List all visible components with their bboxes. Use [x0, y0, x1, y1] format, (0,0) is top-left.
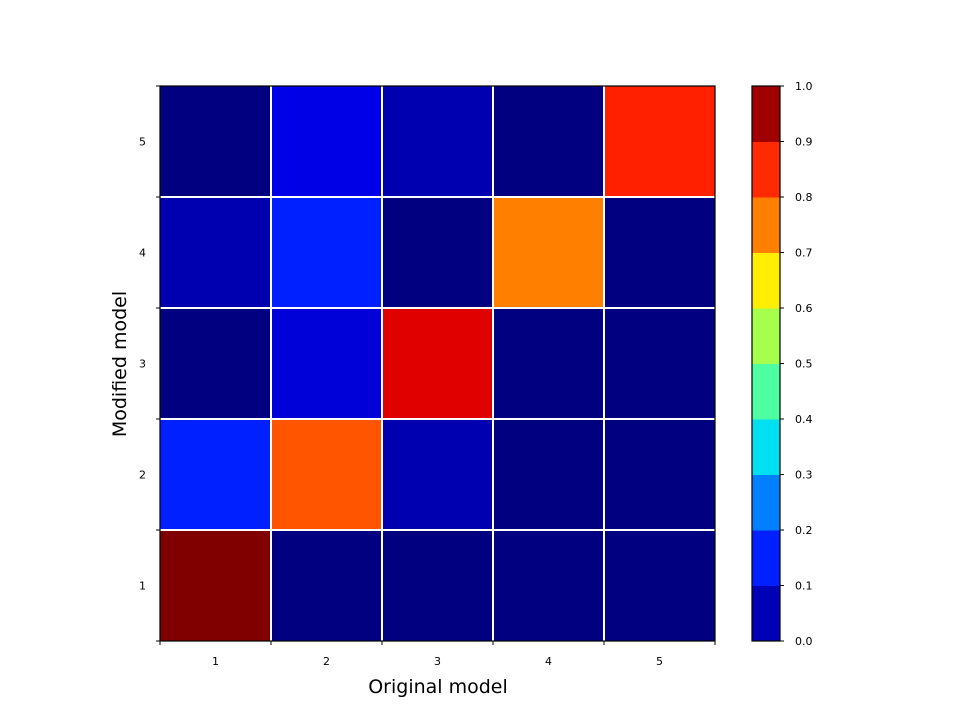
heatmap-cell-r1-c3 — [382, 530, 494, 642]
heatmap-cell-r2-c1 — [160, 419, 272, 531]
colorbar-tick-label: 0.6 — [795, 302, 813, 315]
heatmap-cell-r5-c5 — [604, 86, 716, 198]
heatmap-cell-r3-c4 — [493, 308, 605, 420]
colorbar-tick-label: 0.5 — [795, 358, 813, 371]
x-tick-label: 2 — [323, 655, 330, 668]
heatmap-cell-r2-c5 — [604, 419, 716, 531]
y-axis-label: Modified model — [109, 291, 131, 437]
colorbar-segment — [752, 419, 780, 475]
x-tick-label: 1 — [212, 655, 219, 668]
heatmap-cell-r4-c4 — [493, 197, 605, 309]
heatmap-cell-r3-c5 — [604, 308, 716, 420]
heatmap-cell-r2-c4 — [493, 419, 605, 531]
colorbar-tick-label: 1.0 — [795, 80, 813, 93]
heatmap-cell-r3-c3 — [382, 308, 494, 420]
x-axis-ticks: 1 2 3 4 5 — [159, 641, 716, 668]
heatmap-cell-r1-c2 — [271, 530, 383, 642]
heatmap-cell-r1-c4 — [493, 530, 605, 642]
colorbar-segment — [752, 585, 780, 642]
colorbar-tick-label: 0.7 — [795, 247, 813, 260]
colorbar-segment — [752, 474, 780, 531]
heatmap-cells — [160, 86, 716, 642]
y-axis-ticks: 1 2 3 4 5 — [139, 85, 160, 642]
plot-frame — [159, 85, 716, 642]
colorbar-tick-label: 0.4 — [795, 413, 813, 426]
colorbar — [752, 86, 780, 642]
heatmap-cell-r4-c3 — [382, 197, 494, 309]
colorbar-tick-label: 0.8 — [795, 191, 813, 204]
x-tick-label: 5 — [656, 655, 663, 668]
colorbar-segment — [752, 308, 780, 364]
x-tick-label: 3 — [434, 655, 441, 668]
heatmap-gridlines — [160, 86, 715, 641]
heatmap-cell-r1-c5 — [604, 530, 716, 642]
y-tick-label: 2 — [139, 469, 146, 482]
heatmap-cell-r2-c2 — [271, 419, 383, 531]
colorbar-segment — [752, 252, 780, 309]
heatmap-cell-r1-c1 — [160, 530, 272, 642]
heatmap-cell-r5-c2 — [271, 86, 383, 198]
colorbar-segment — [752, 86, 780, 142]
heatmap-cell-r5-c3 — [382, 86, 494, 198]
colorbar-tick-label: 0.1 — [795, 580, 813, 593]
y-tick-label: 1 — [139, 580, 146, 593]
colorbar-segment — [752, 141, 780, 198]
colorbar-tick-label: 0.2 — [795, 524, 813, 537]
heatmap-cell-r5-c4 — [493, 86, 605, 198]
x-tick-label: 4 — [545, 655, 552, 668]
heatmap-cell-r5-c1 — [160, 86, 272, 198]
colorbar-tick-label: 0.0 — [795, 635, 813, 648]
heatmap-cell-r4-c1 — [160, 197, 272, 309]
heatmap-cell-r4-c2 — [271, 197, 383, 309]
heatmap-cell-r2-c3 — [382, 419, 494, 531]
colorbar-tick-label: 0.9 — [795, 136, 813, 149]
y-tick-label: 5 — [139, 136, 146, 149]
heatmap-cell-r4-c5 — [604, 197, 716, 309]
colorbar-segment — [752, 530, 780, 586]
colorbar-ticks: 0.0 0.1 0.2 0.3 0.4 0.5 0.6 0.7 0.8 0.9 1.0 — [780, 80, 813, 648]
x-axis-label: Original model — [368, 676, 508, 698]
colorbar-segment — [752, 363, 780, 420]
y-tick-label: 4 — [139, 247, 146, 260]
heatmap-cell-r3-c2 — [271, 308, 383, 420]
colorbar-tick-label: 0.3 — [795, 469, 813, 482]
colorbar-segment — [752, 197, 780, 253]
heatmap-cell-r3-c1 — [160, 308, 272, 420]
y-tick-label: 3 — [139, 358, 146, 371]
